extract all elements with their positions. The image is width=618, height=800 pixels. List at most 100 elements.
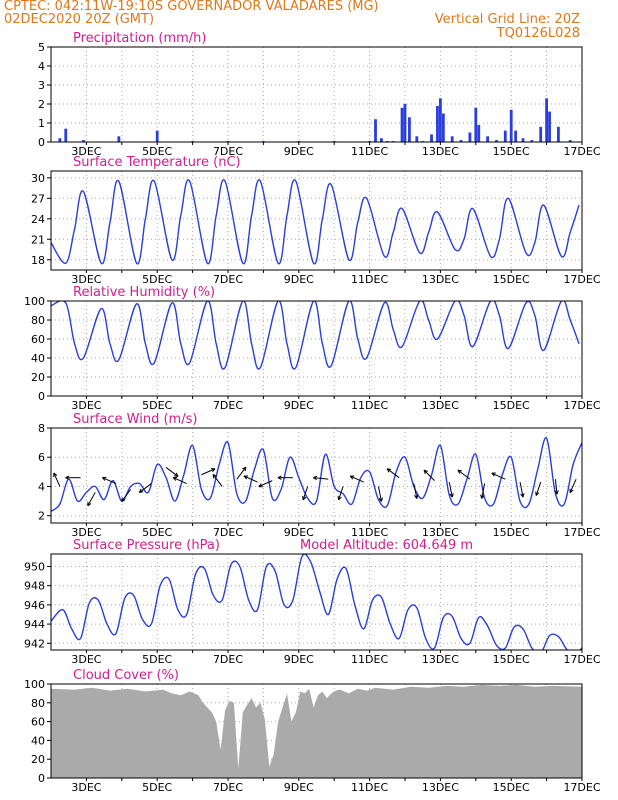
panel-title: Surface Pressure (hPa)	[73, 538, 220, 553]
x-tick-label: 7DEC	[213, 526, 243, 539]
x-tick-label: 7DEC	[213, 399, 243, 412]
precip-bar	[459, 140, 463, 142]
plot-frame	[50, 170, 583, 271]
panel-6: Cloud Cover (%) 0 20 40 60 80 100 3DEC 5DEC 7DEC 9…	[24, 668, 601, 794]
wind-arrow	[386, 468, 400, 479]
wind-arrow	[121, 489, 132, 502]
y-tick-label: 6	[38, 451, 45, 464]
x-tick-label: 13DEC	[422, 526, 459, 539]
wind-arrow	[377, 486, 383, 502]
panel-title: Cloud Cover (%)	[73, 668, 179, 683]
precip-bar	[408, 117, 411, 142]
precip-bar	[450, 136, 454, 142]
precip-bar	[58, 138, 62, 142]
panel-3: Relative Humidity (%) 0 20 40 60 80 100 3DEC 5DE…	[24, 285, 601, 412]
precip-bar	[400, 107, 404, 142]
wind-arrow	[554, 479, 559, 495]
panel-title: Surface Wind (m/s)	[73, 412, 197, 427]
y-tick-label: 60	[31, 333, 45, 346]
x-tick-label: 5DEC	[142, 653, 172, 666]
wind-arrow	[448, 481, 454, 498]
wind-arrow	[201, 468, 216, 476]
x-tick-label: 9DEC	[284, 526, 314, 539]
x-tick-label: 13DEC	[422, 273, 459, 286]
cloud-area	[51, 684, 582, 778]
x-tick-label: 13DEC	[422, 653, 459, 666]
x-tick-label: 7DEC	[213, 273, 243, 286]
wind-arrow	[65, 475, 81, 480]
x-tick-label: 3DEC	[71, 145, 101, 158]
wind-arrow	[172, 476, 187, 484]
x-tick-label: 5DEC	[142, 526, 172, 539]
panel-4: Surface Wind (m/s) 2 4 6 8 3DEC 5DEC 7DEC 9DEC 11…	[38, 412, 601, 539]
y-tick-label: 27	[31, 192, 45, 205]
x-tick-label: 3DEC	[71, 526, 101, 539]
x-tick-label: 11DEC	[351, 145, 388, 158]
x-tick-label: 17DEC	[563, 781, 600, 794]
precip-bar	[530, 140, 534, 142]
precip-bar	[155, 130, 159, 142]
grid	[51, 554, 582, 650]
precip-bar	[545, 98, 548, 142]
y-tick-label: 944	[24, 618, 45, 631]
series	[51, 684, 582, 778]
precip-bar	[486, 136, 489, 142]
plot-frame	[50, 46, 583, 143]
x-tick-label: 11DEC	[351, 273, 388, 286]
series	[51, 179, 580, 265]
precip-bar	[117, 136, 121, 142]
panel-title: Relative Humidity (%)	[73, 285, 215, 300]
header-init-time: 02DEC2020 20Z (GMT)	[4, 12, 155, 27]
series	[51, 437, 582, 512]
precip-bar	[441, 113, 445, 142]
x-tick-label: 15DEC	[493, 273, 530, 286]
y-tick-label: 0	[38, 772, 45, 785]
wind-arrow	[413, 483, 419, 499]
precip-bar	[474, 107, 478, 142]
plot-frame	[50, 683, 583, 779]
wind-arrow	[277, 475, 293, 480]
y-tick-label: 100	[24, 678, 45, 691]
x-tick-label: 13DEC	[422, 781, 459, 794]
x-tick-label: 15DEC	[493, 145, 530, 158]
x-tick-label: 11DEC	[351, 399, 388, 412]
wind-arrow	[457, 469, 471, 480]
precip-bar	[514, 130, 518, 142]
x-tick-label: 7DEC	[213, 145, 243, 158]
wind-arrow	[569, 478, 577, 494]
grid	[51, 47, 582, 142]
x-tick-label: 15DEC	[493, 526, 530, 539]
panel-title: Precipitation (mm/h)	[73, 31, 206, 46]
wind-arrow	[313, 475, 329, 481]
wind-arrow	[480, 483, 486, 499]
x-tick-label: 9DEC	[284, 145, 314, 158]
header-model-code: TQ0126L028	[496, 26, 580, 41]
series-line	[51, 554, 582, 650]
x-tick-label: 17DEC	[563, 399, 600, 412]
plot-frame	[50, 427, 583, 524]
wind-arrow	[243, 475, 258, 483]
precip-bar	[415, 136, 419, 142]
wind-arrow	[491, 472, 506, 480]
y-tick-label: 80	[31, 314, 45, 327]
panel-title: Surface Temperature (nC)	[73, 155, 241, 170]
y-tick-label: 0	[38, 136, 45, 149]
y-tick-label: 40	[31, 352, 45, 365]
x-tick-label: 13DEC	[422, 145, 459, 158]
wind-arrow	[87, 492, 96, 507]
y-tick-label: 21	[31, 233, 45, 246]
x-tick-label: 5DEC	[142, 273, 172, 286]
wind-arrow	[423, 469, 435, 481]
panel-5: Surface Pressure (hPa) Model Altitude: 60…	[24, 538, 601, 666]
precip-bar	[82, 140, 85, 142]
y-tick-label: 1	[38, 117, 45, 130]
precip-bar	[64, 128, 68, 142]
precip-bar	[521, 138, 525, 142]
grid	[51, 428, 582, 523]
wind-arrow	[53, 472, 61, 487]
x-tick-label: 15DEC	[493, 399, 530, 412]
y-tick-label: 30	[31, 172, 45, 185]
x-tick-label: 7DEC	[213, 781, 243, 794]
precip-bar	[503, 130, 507, 142]
